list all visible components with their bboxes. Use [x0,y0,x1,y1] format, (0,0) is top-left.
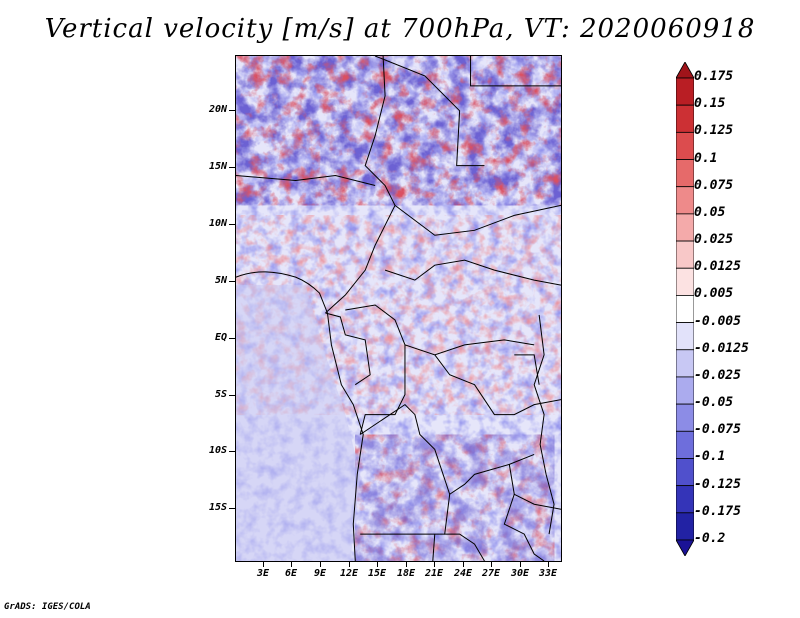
lon-tick [491,562,492,567]
colorbar-label: -0.05 [694,395,734,411]
lon-label-30e: 30E [510,568,530,579]
lon-label-6e: 6E [284,568,298,579]
colorbar-segment [676,349,694,378]
colorbar-label: -0.005 [694,313,741,329]
colorbar-segment [676,62,694,79]
colorbar-segment [676,322,694,351]
colorbar-segment [676,512,694,541]
lat-tick [229,281,235,282]
colorbar-label: 0.125 [694,123,734,139]
colorbar-label: 0.005 [694,286,734,302]
colorbar-label: 0.175 [694,69,734,84]
lat-label-5s: 5S [214,389,227,400]
lat-label-15s: 15S [208,502,227,513]
lat-label-10n: 10N [208,218,227,229]
lat-label-20n: 20N [208,104,227,115]
colorbar-label: 0.075 [694,177,734,193]
lon-tick [548,562,549,567]
colorbar-label: -0.2 [694,531,726,546]
lon-label-3e: 3E [256,568,270,579]
lon-tick [434,562,435,567]
lat-tick [229,167,235,168]
lon-label-24e: 24E [453,568,473,579]
lat-tick [229,224,235,225]
colorbar-segment [676,104,694,133]
lon-label-33e: 33E [538,568,558,579]
velocity-field-map [236,56,561,561]
lat-label-10s: 10S [208,445,227,456]
colorbar-label: -0.1 [694,449,726,465]
colorbar-label: 0.15 [694,96,726,112]
colorbar-segment [676,376,694,405]
colorbar-segment [676,240,694,269]
colorbar-segment [676,485,694,514]
colorbar-segment [676,430,694,459]
colorbar-label: 0.025 [694,232,734,248]
lon-tick [263,562,264,567]
colorbar-segment [676,267,694,296]
lon-tick [291,562,292,567]
colorbar-label: 0.1 [694,150,718,166]
lon-tick [520,562,521,567]
colorbar-label: 0.0125 [694,259,741,275]
lat-tick [229,338,235,339]
lon-label-15e: 15E [367,568,387,579]
colorbar-segment [676,77,694,106]
lon-tick [463,562,464,567]
chart-title: Vertical velocity [m/s] at 700hPa, VT: 2… [44,14,756,44]
colorbar-segment [676,539,694,556]
colorbar-label: -0.025 [694,367,741,383]
colorbar [676,62,694,556]
colorbar-segment [676,186,694,215]
lat-label-15n: 15N [208,161,227,172]
colorbar-label: -0.175 [694,503,741,519]
colorbar-segment [676,159,694,188]
lat-tick [229,451,235,452]
lat-label-5n: 5N [214,275,227,286]
colorbar-label: 0.05 [694,204,726,220]
lon-tick [406,562,407,567]
lon-label-27e: 27E [481,568,501,579]
colorbar-label: -0.0125 [694,340,749,356]
lat-tick [229,508,235,509]
lat-label-eq: EQ [214,332,227,343]
coastline [236,271,364,561]
map-panel [235,55,562,562]
colorbar-label: -0.075 [694,422,741,438]
lon-label-12e: 12E [339,568,359,579]
credit-text: GrADS: IGES/COLA [4,602,91,612]
colorbar-segment [676,131,694,160]
colorbar-segment [676,295,694,323]
colorbar-segment [676,458,694,487]
colorbar-segment [676,403,694,432]
colorbar-label: -0.125 [694,476,741,492]
lon-tick [320,562,321,567]
colorbar-segment [676,213,694,242]
lon-tick [349,562,350,567]
lat-tick [229,395,235,396]
lon-label-21e: 21E [424,568,444,579]
lon-label-9e: 9E [313,568,327,579]
lon-label-18e: 18E [396,568,416,579]
lon-tick [377,562,378,567]
lat-tick [229,110,235,111]
